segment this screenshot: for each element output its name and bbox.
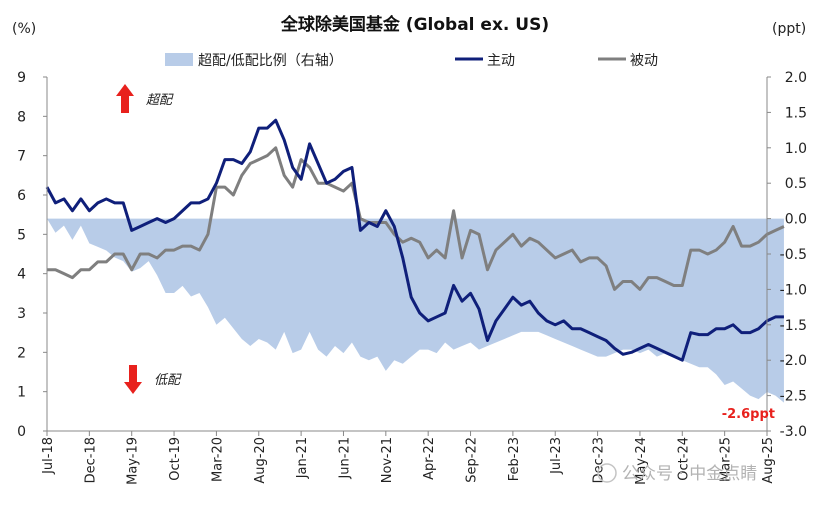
watermark: 公众号 · 中金点睛 — [597, 463, 757, 484]
right-axis-unit: (ppt) — [772, 21, 806, 37]
x-tick-label: Dec-23 — [592, 437, 607, 483]
x-tick-label: Oct-19 — [168, 437, 183, 481]
left-axis-unit: (%) — [12, 21, 36, 37]
right-tick-label: -2.5 — [780, 389, 807, 405]
x-axis-ticks: Jul-18 Dec-18 May-19 Oct-19 Mar-20 Aug-20 Jan-… — [41, 431, 776, 485]
legend-label-area: 超配/低配比例（右轴） — [198, 53, 343, 69]
left-tick-label: 3 — [17, 306, 26, 322]
x-tick-label: May-19 — [126, 437, 141, 485]
series-area-over-under-weight — [47, 218, 784, 403]
x-tick-label: Aug-20 — [253, 437, 268, 484]
left-tick-label: 0 — [17, 424, 26, 440]
left-tick-label: 1 — [17, 385, 26, 401]
series-line-active — [45, 118, 784, 362]
left-tick-label: 8 — [17, 109, 26, 125]
underweight-arrow-icon — [124, 365, 142, 394]
right-tick-label: -1.0 — [780, 282, 807, 298]
x-tick-label: Sep-22 — [465, 437, 480, 483]
overweight-arrow-icon — [116, 84, 134, 113]
x-tick-label: Jun-21 — [337, 437, 352, 480]
right-tick-label: -3.0 — [780, 424, 807, 440]
right-tick-label: -2.0 — [780, 353, 807, 369]
right-tick-label: 0.0 — [785, 212, 807, 228]
legend-label-passive: 被动 — [630, 53, 658, 69]
right-tick-label: -1.5 — [780, 318, 807, 334]
x-tick-label: Oct-24 — [676, 437, 691, 481]
legend-swatch-area — [165, 53, 193, 66]
wechat-icon — [597, 463, 617, 483]
left-tick-label: 9 — [17, 70, 26, 86]
watermark-text: 公众号 · 中金点睛 — [622, 464, 757, 484]
x-tick-label: Jan-21 — [295, 437, 310, 479]
left-tick-label: 7 — [17, 149, 26, 165]
series-line-passive — [47, 146, 785, 291]
x-tick-label: Dec-18 — [83, 437, 98, 483]
overweight-label: 超配 — [146, 93, 174, 108]
x-tick-label: Mar-25 — [719, 437, 734, 482]
right-tick-label: 0.5 — [785, 176, 807, 192]
left-tick-label: 4 — [17, 267, 26, 283]
end-value-label: -2.6ppt — [722, 407, 775, 422]
right-tick-label: 1.0 — [785, 141, 807, 157]
x-tick-label: Nov-21 — [380, 437, 395, 483]
x-tick-label: Jul-23 — [549, 437, 564, 475]
right-tick-label: -0.5 — [780, 247, 807, 263]
left-tick-label: 2 — [17, 345, 26, 361]
left-tick-label: 5 — [17, 227, 26, 243]
underweight-label: 低配 — [154, 373, 182, 388]
chart-title: 全球除美国基金 (Global ex. US) — [280, 14, 549, 35]
x-tick-label: Aug-25 — [761, 437, 776, 484]
x-tick-label: Jul-18 — [41, 437, 56, 475]
left-tick-label: 6 — [17, 188, 26, 204]
right-axis-ticks: -3.0 -2.5 -2.0 -1.5 -1.0 -0.5 0.0 0.5 1.0 1.5 2.0 — [767, 70, 807, 440]
x-tick-label: Feb-23 — [507, 437, 522, 481]
x-tick-label: Apr-22 — [422, 437, 437, 480]
right-tick-label: 2.0 — [785, 70, 807, 86]
legend-label-active: 主动 — [487, 53, 515, 69]
x-tick-label: May-24 — [634, 437, 649, 485]
legend: 超配/低配比例（右轴） 主动 被动 — [165, 53, 658, 69]
x-tick-label: Mar-20 — [210, 437, 225, 482]
left-axis-ticks: 0 1 2 3 4 5 6 7 8 9 — [17, 70, 47, 440]
right-tick-label: 1.5 — [785, 105, 807, 121]
